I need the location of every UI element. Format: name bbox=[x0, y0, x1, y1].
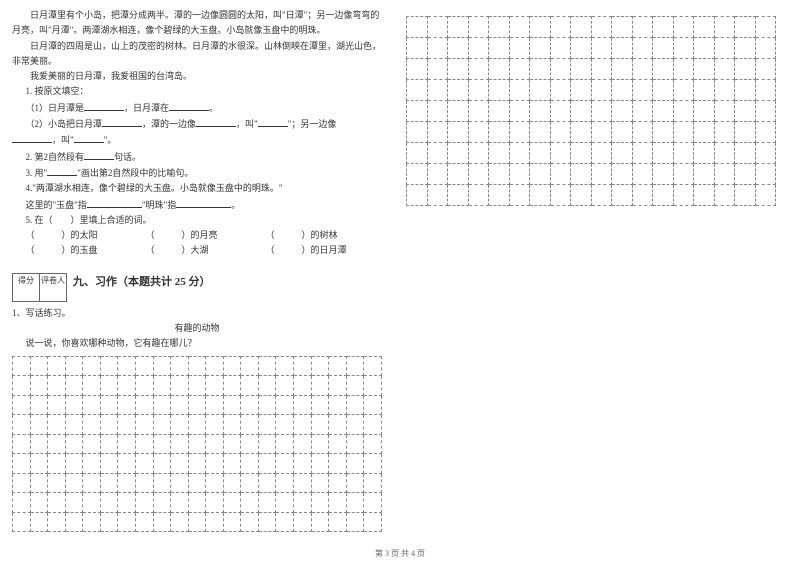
left-column: 日月潭里有个小岛，把潭分成两半。潭的一边像圆圆的太阳，叫"日潭"；另一边像弯弯的… bbox=[0, 0, 394, 565]
section-header-row: 得分 评卷人 九、习作（本题共计 25 分） bbox=[12, 259, 382, 306]
blank bbox=[87, 197, 142, 208]
score-box: 得分 评卷人 bbox=[12, 273, 67, 302]
q5-i: （ ）的玉盘 bbox=[26, 243, 146, 258]
q5-i: （ ）的月亮 bbox=[146, 228, 266, 243]
blank bbox=[169, 100, 209, 111]
q5-i: （ ）的树林 bbox=[266, 228, 338, 243]
q1b-t4: "；另一边像 bbox=[288, 119, 337, 129]
q5-i: （ ）的日月潭 bbox=[266, 243, 347, 258]
blank bbox=[84, 149, 114, 160]
q1-title: 1. 按原文填空： bbox=[26, 84, 383, 99]
q4c-t1: "明珠"指 bbox=[142, 200, 176, 210]
writing-prompt: 说一说，你喜欢哪种动物，它有趣在哪儿？ bbox=[26, 336, 383, 351]
q1b-t2: ，潭的一边像 bbox=[142, 119, 196, 129]
writing-grid-left bbox=[12, 356, 382, 533]
blank bbox=[12, 132, 52, 143]
q4b-t1: 这里的"玉盘"指 bbox=[26, 200, 87, 210]
page-footer: 第 3 页 共 4 页 bbox=[0, 548, 800, 559]
q1-line-a: （1）日月潭是 ，日月潭在 。 bbox=[26, 100, 383, 116]
q1a-t1: （1）日月潭是 bbox=[26, 103, 85, 113]
writing-grid-right bbox=[406, 16, 776, 206]
q1c-t1: ，叫" bbox=[52, 135, 74, 145]
blank bbox=[176, 197, 231, 208]
blank bbox=[47, 165, 77, 176]
passage-p2: 日月潭的四周是山，山上的茂密的树林。日月潭的水很深。山林倒映在潭里，湖光山色，非… bbox=[12, 39, 382, 70]
q5-i: （ ）大湖 bbox=[146, 243, 266, 258]
q1-line-b: （2）小岛把日月潭 ，潭的一边像 ，叫" "；另一边像 bbox=[26, 116, 383, 132]
blank bbox=[102, 116, 142, 127]
q5-i: （ ）的太阳 bbox=[26, 228, 146, 243]
q1a-t2: ，日月潭在 bbox=[124, 103, 169, 113]
q1c-t2: "。 bbox=[104, 135, 117, 145]
q4-line-b: 这里的"玉盘"指 "明珠"指 。 bbox=[26, 197, 383, 213]
q1b-t1: （2）小岛把日月潭 bbox=[26, 119, 103, 129]
q1-line-c: ，叫" "。 bbox=[12, 132, 382, 148]
blank bbox=[74, 132, 104, 143]
score-cell-1: 得分 bbox=[12, 273, 40, 302]
q2-t1: 2. 第2自然段有 bbox=[26, 152, 85, 162]
writing-num: 1、写话练习。 bbox=[12, 306, 382, 321]
q5-row-1: （ ）的太阳 （ ）的月亮 （ ）的树林 bbox=[26, 228, 383, 243]
q4d-t1: 。 bbox=[231, 200, 240, 210]
q5-row-2: （ ）的玉盘 （ ）大湖 （ ）的日月潭 bbox=[26, 243, 383, 258]
blank bbox=[84, 100, 124, 111]
q3-t1: 3. 用" bbox=[26, 168, 48, 178]
section-9-title: 九、习作（本题共计 25 分） bbox=[73, 273, 211, 292]
passage-p1: 日月潭里有个小岛，把潭分成两半。潭的一边像圆圆的太阳，叫"日潭"；另一边像弯弯的… bbox=[12, 8, 382, 39]
q1a-t3: 。 bbox=[209, 103, 218, 113]
blank bbox=[258, 116, 288, 127]
right-column bbox=[394, 0, 788, 565]
writing-title: 有趣的动物 bbox=[12, 321, 382, 336]
q3-line: 3. 用" "画出第2自然段中的比喻句。 bbox=[26, 165, 383, 181]
passage-p3: 我爱美丽的日月潭，我爱祖国的台湾岛。 bbox=[12, 69, 382, 84]
q5-title: 5. 在（ ）里填上合适的词。 bbox=[26, 213, 383, 228]
q4-line-a: 4."两潭湖水相连，像个碧绿的大玉盘。小岛就像玉盘中的明珠。" bbox=[26, 181, 383, 196]
q2-t2: 句话。 bbox=[114, 152, 141, 162]
q1b-t3: ，叫" bbox=[236, 119, 258, 129]
q2-line: 2. 第2自然段有 句话。 bbox=[26, 149, 383, 165]
q3-t2: "画出第2自然段中的比喻句。 bbox=[77, 168, 193, 178]
score-cell-2: 评卷人 bbox=[40, 273, 67, 302]
blank bbox=[196, 116, 236, 127]
